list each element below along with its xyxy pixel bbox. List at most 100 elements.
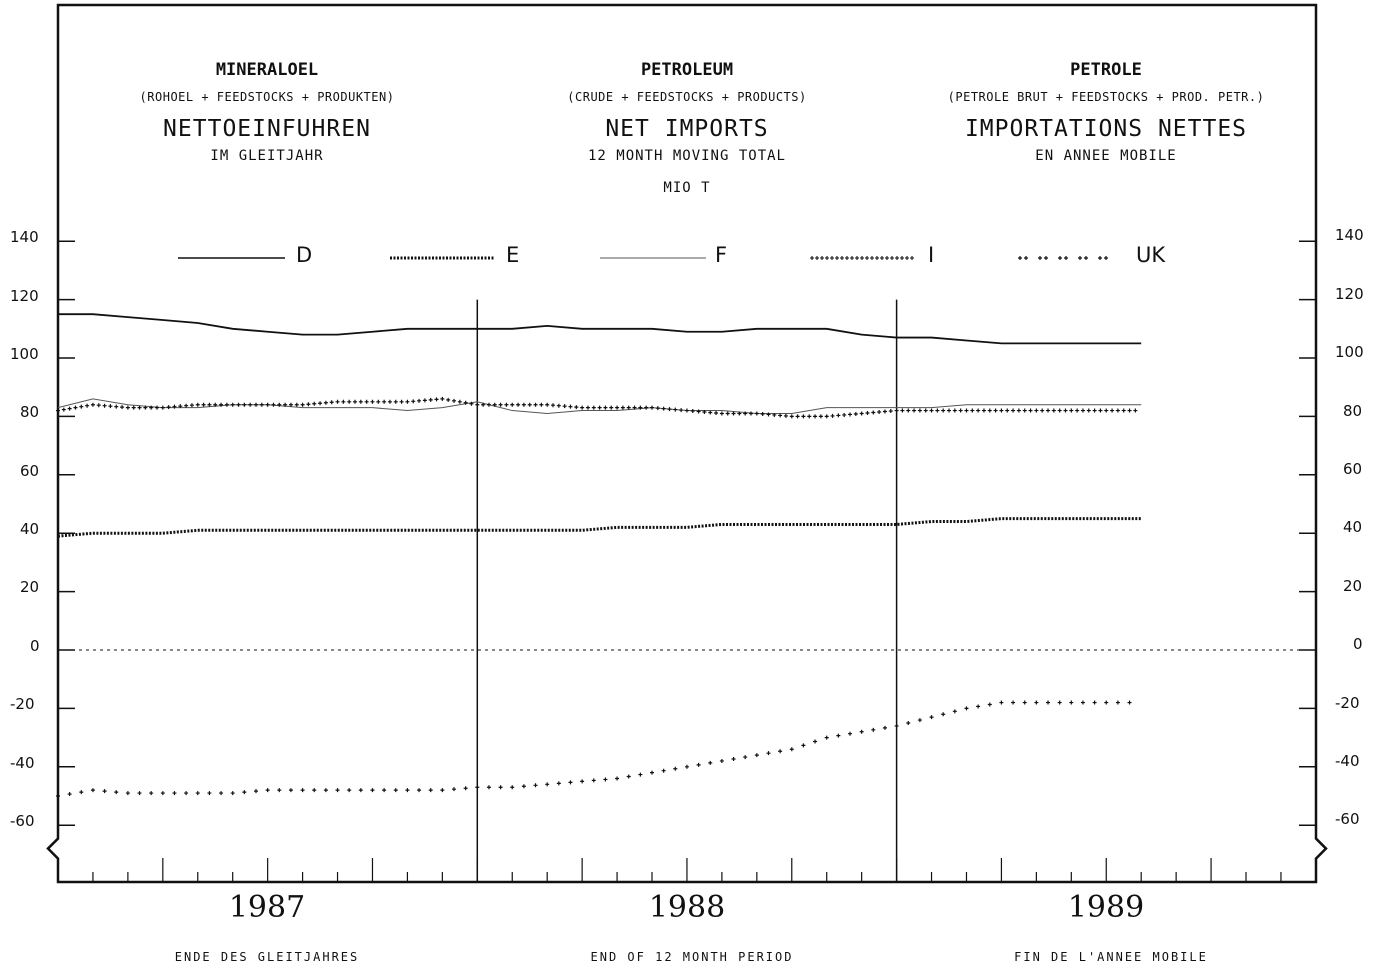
ytick-right-neg20: -20 [1335,694,1360,712]
series-point [271,402,276,407]
series-point [580,779,585,784]
series-point [626,405,631,410]
legend-marker [1104,256,1108,260]
series-point [486,402,491,407]
series-point [667,407,672,412]
series-point [661,768,666,773]
series-point [358,399,363,404]
series-point [428,397,433,402]
series-point [650,770,655,775]
series-point [428,788,433,793]
series-point [848,412,853,417]
series-point [545,782,550,787]
series-point [440,788,445,793]
series-point [603,777,608,782]
series-point [958,408,963,413]
series-line-d [58,313,1142,345]
series-point [661,406,666,411]
legend-label-i: I [928,243,935,267]
series-point [160,791,165,796]
series-point [947,408,952,413]
legend [178,256,1108,260]
series-point [114,404,119,409]
series-point [1075,408,1080,413]
series-point [446,397,451,402]
series-point [411,399,416,404]
legend-marker [850,256,854,260]
series-point [673,407,678,412]
series-point [102,403,107,408]
chart-frame [46,3,1328,884]
series-point [1022,408,1027,413]
footer-de: ENDE DES GLEITJAHRES [174,950,360,964]
legend-marker [835,256,839,260]
ytick-left-0: 0 [30,637,40,655]
series-point [778,749,783,754]
series-point [1080,700,1085,705]
header-de-period: IM GLEITJAHR [210,148,324,164]
series-point [510,785,515,790]
header-en-main: NET IMPORTS [605,116,769,142]
footer-fr: FIN DE L'ANNEE MOBILE [1014,950,1208,964]
series-point [137,791,142,796]
series-point [696,409,701,414]
series-point [347,788,352,793]
series-point [440,396,445,401]
ytick-right-140: 140 [1335,226,1364,244]
ytick-right-20: 20 [1343,577,1363,595]
series-point [341,399,346,404]
footer-en: END OF 12 MONTH PERIOD [590,950,794,964]
series-point [1034,408,1039,413]
series-point [1092,408,1097,413]
legend-marker [830,256,834,260]
series-point [1057,408,1062,413]
series-point [67,406,72,411]
series-point [475,402,480,407]
series-point [422,398,427,403]
series-point [807,414,812,419]
series-point [836,413,841,418]
series-point [929,408,934,413]
series-point [90,788,95,793]
series-point [591,405,596,410]
legend-marker [865,256,869,260]
series-point [894,408,899,413]
legend-marker [810,256,814,260]
legend-marker [875,256,879,260]
series-point [335,399,340,404]
series-point [259,402,264,407]
series-point [219,791,224,796]
series-point [370,788,375,793]
series-point [760,411,765,416]
series-point [364,399,369,404]
series-point [393,788,398,793]
legend-marker [1078,256,1082,260]
series-point [993,408,998,413]
legend-marker [900,256,904,260]
series-point [230,402,235,407]
series-point [452,398,457,403]
series-point [818,414,823,419]
series-point [463,786,468,791]
series-point [230,791,235,796]
ytick-right-60: 60 [1343,460,1363,478]
series-point [1022,700,1027,705]
series-point [603,405,608,410]
series-point [318,401,323,406]
legend-label-d: D [296,243,313,267]
series-point [836,733,841,738]
series-point [894,723,899,728]
legend-sample-i [810,256,914,260]
series-point [254,402,259,407]
ytick-right-0: 0 [1353,635,1363,653]
series-point [731,757,736,762]
series-point [1086,408,1091,413]
series-point [813,739,818,744]
series-point [283,402,288,407]
series-point [754,753,759,758]
ytick-left-60: 60 [20,462,40,480]
series-point [347,399,352,404]
series-point [254,789,259,794]
series-point [160,405,165,410]
ytick-left-neg60: -60 [10,812,35,830]
